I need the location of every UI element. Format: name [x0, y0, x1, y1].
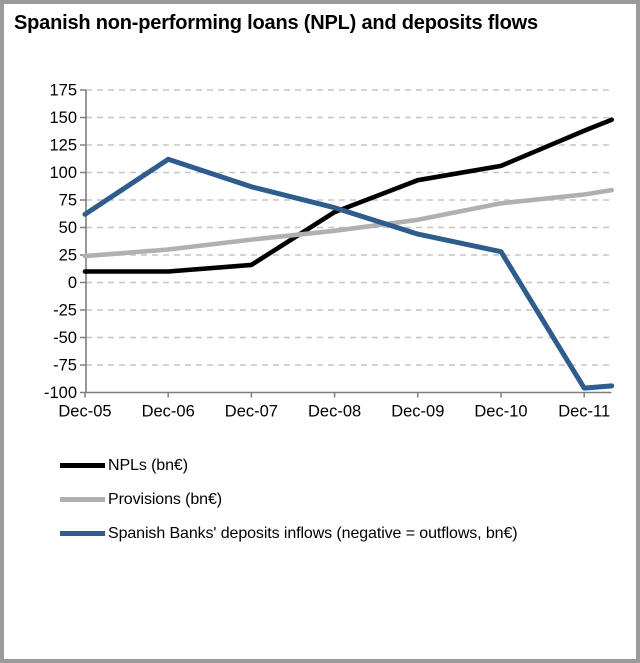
- y-tick-label: -100: [44, 384, 77, 402]
- chart-title: Spanish non-performing loans (NPL) and d…: [14, 12, 538, 34]
- y-tick-label: 150: [49, 109, 77, 127]
- series-lines: [82, 117, 615, 391]
- axes: [80, 89, 612, 398]
- y-tick-label: 175: [49, 82, 77, 100]
- series-line-provisions: [82, 187, 615, 259]
- x-tick-label: Dec-08: [308, 403, 361, 421]
- y-tick-label: 125: [49, 137, 77, 155]
- x-tick-label: Dec-07: [225, 403, 278, 421]
- x-tick-label: Dec-09: [391, 403, 444, 421]
- series-line-npls: [82, 117, 615, 274]
- y-tick-label: 25: [59, 247, 77, 265]
- y-tick-label: -50: [53, 329, 77, 347]
- chart-legend: NPLs (bn€) Provisions (bn€) Spanish Banks'…: [60, 456, 518, 543]
- legend-label: NPLs (bn€): [108, 456, 188, 474]
- y-tick-label: 75: [59, 192, 77, 210]
- y-tick-label: 100: [49, 164, 77, 182]
- legend-swatch-npls: [60, 463, 105, 468]
- legend-swatch-deposits-inflows: [60, 531, 105, 536]
- legend-item-provisions: Provisions (bn€): [60, 490, 518, 509]
- legend-item-npls: NPLs (bn€): [60, 456, 518, 475]
- legend-label: Spanish Banks' deposits inflows (negativ…: [108, 524, 518, 542]
- x-tick-label: Dec-11: [558, 403, 610, 421]
- series-line-deposits-inflows: [82, 156, 615, 391]
- legend-label: Provisions (bn€): [108, 490, 223, 508]
- y-tick-label: -25: [53, 302, 77, 320]
- legend-item-deposits-inflows: Spanish Banks' deposits inflows (negativ…: [60, 524, 518, 543]
- y-tick-label: 0: [68, 274, 77, 292]
- x-tick-label: Dec-06: [142, 403, 195, 421]
- x-tick-label: Dec-10: [474, 403, 527, 421]
- y-tick-label: 50: [59, 219, 77, 237]
- legend-swatch-provisions: [60, 497, 105, 502]
- y-tick-label: -75: [53, 357, 77, 375]
- x-tick-label: Dec-05: [58, 403, 111, 421]
